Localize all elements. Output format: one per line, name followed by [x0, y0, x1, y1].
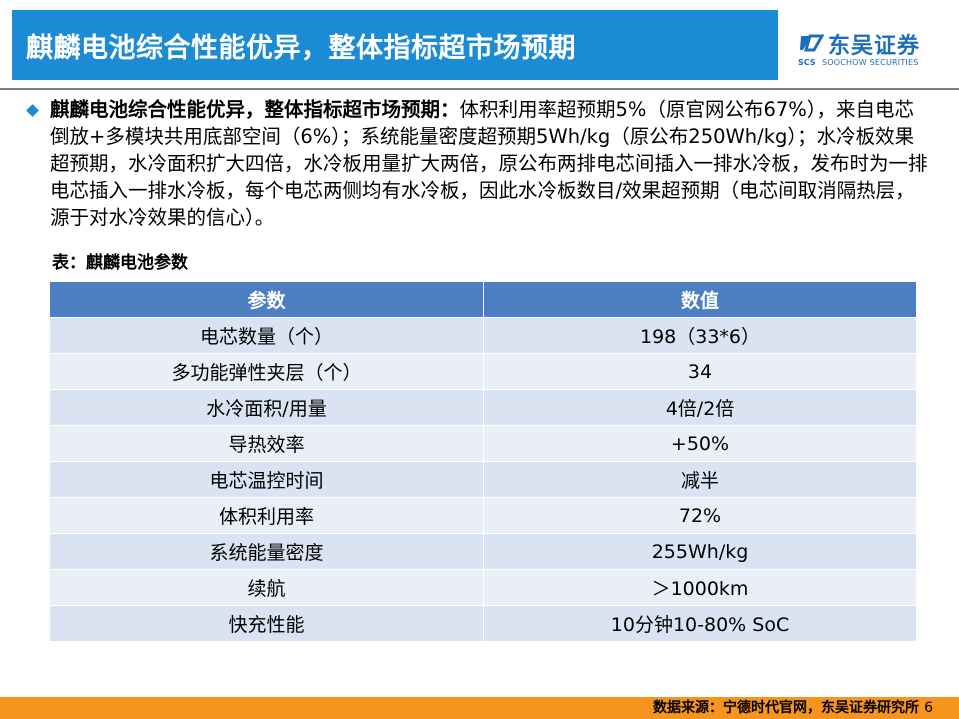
- table-header-row: 参数 数值: [49, 281, 917, 318]
- table-row: 导热效率 +50%: [49, 425, 917, 462]
- table-row: 系统能量密度 255Wh/kg: [49, 533, 917, 570]
- value-cell: 减半: [483, 461, 917, 498]
- bullet-lead: 麒麟电池综合性能优异，整体指标超市场预期：: [50, 98, 460, 121]
- param-cell: 多功能弹性夹层（个）: [49, 353, 484, 390]
- source-note: 数据来源：宁德时代官网，东吴证券研究所: [653, 700, 919, 716]
- bullet-paragraph: 麒麟电池综合性能优异，整体指标超市场预期：体积利用率超预期5%（原官网公布67%…: [50, 96, 930, 231]
- param-cell: 系统能量密度: [49, 533, 484, 570]
- value-cell: 4倍/2倍: [483, 389, 917, 426]
- bullet-body: 体积利用率超预期5%（原官网公布67%），来自电芯倒放+多模块共用底部空间（6%…: [50, 98, 928, 229]
- table-row: 体积利用率 72%: [49, 497, 917, 534]
- diamond-bullet-icon: [26, 104, 39, 117]
- value-cell: 255Wh/kg: [483, 533, 917, 570]
- param-cell: 导热效率: [49, 425, 484, 462]
- value-cell: 198（33*6）: [483, 317, 917, 354]
- page-number: 6: [924, 700, 933, 716]
- logo-name-en: SOOCHOW SECURITIES: [822, 58, 919, 67]
- logo-abbr: SCS: [798, 58, 816, 67]
- param-cell: 水冷面积/用量: [49, 389, 484, 426]
- title-bar: 麒麟电池综合性能优异，整体指标超市场预期: [12, 10, 778, 80]
- table-row: 水冷面积/用量 4倍/2倍: [49, 389, 917, 426]
- header-value: 数值: [483, 281, 917, 318]
- table-row: 快充性能 10分钟10-80% SoC: [49, 605, 917, 642]
- value-cell: +50%: [483, 425, 917, 462]
- param-cell: 续航: [49, 569, 484, 606]
- param-cell: 快充性能: [49, 605, 484, 642]
- value-cell: 10分钟10-80% SoC: [483, 605, 917, 642]
- header-divider: [0, 88, 959, 90]
- table-row: 多功能弹性夹层（个） 34: [49, 353, 917, 390]
- table-row: 电芯数量（个） 198（33*6）: [49, 317, 917, 354]
- param-cell: 体积利用率: [49, 497, 484, 534]
- soochow-logo-icon: [800, 34, 824, 52]
- value-cell: 72%: [483, 497, 917, 534]
- param-cell: 电芯温控时间: [49, 461, 484, 498]
- table-row: 电芯温控时间 减半: [49, 461, 917, 498]
- header-param: 参数: [49, 281, 484, 318]
- table-caption: 表：麒麟电池参数: [52, 253, 188, 273]
- value-cell: 34: [483, 353, 917, 390]
- value-cell: ＞1000km: [483, 569, 917, 606]
- param-cell: 电芯数量（个）: [49, 317, 484, 354]
- company-logo: 东吴证券 SCS SOOCHOW SECURITIES: [792, 18, 952, 78]
- footer-bar: 数据来源：宁德时代官网，东吴证券研究所 6: [0, 697, 959, 719]
- page-title: 麒麟电池综合性能优异，整体指标超市场预期: [26, 32, 576, 64]
- params-table: 参数 数值 电芯数量（个） 198（33*6） 多功能弹性夹层（个） 34 水冷…: [49, 281, 917, 642]
- table-row: 续航 ＞1000km: [49, 569, 917, 606]
- logo-name-cn: 东吴证券: [828, 34, 921, 59]
